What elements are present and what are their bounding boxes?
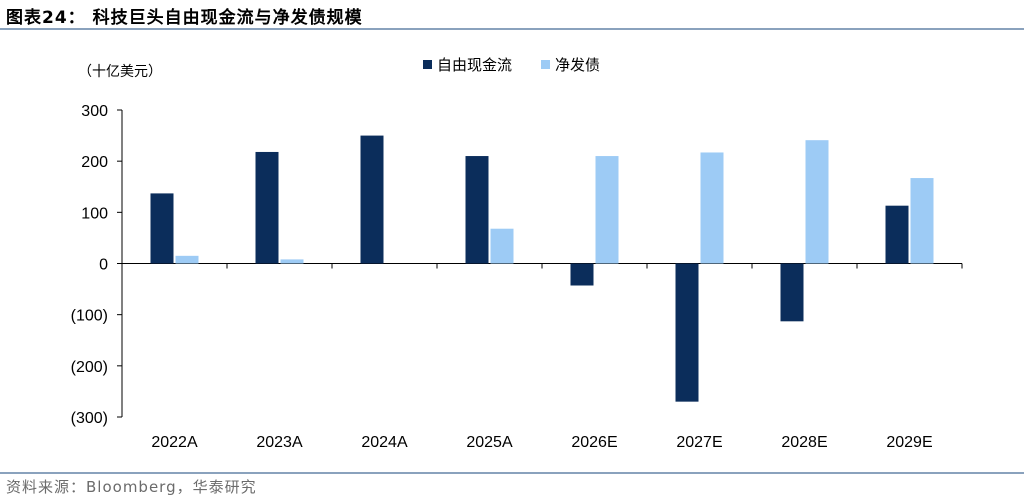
bar-fcf-2024A — [360, 135, 384, 264]
x-tick-label: 2024A — [361, 434, 408, 451]
legend-label-debt: 净发债 — [555, 57, 600, 74]
legend-label-fcf: 自由现金流 — [437, 57, 512, 74]
bar-debt-2022A — [175, 255, 199, 264]
y-tick-label: (100) — [71, 308, 108, 325]
y-tick-label: 300 — [81, 103, 108, 120]
x-tick-label: 2028E — [781, 434, 827, 451]
bar-debt-2025A — [490, 228, 514, 264]
title-bar: 图表24： 科技巨头自由现金流与净发债规模 — [0, 0, 1024, 30]
y-tick-label: 100 — [81, 205, 108, 222]
source-note: 资料来源：Bloomberg，华泰研究 — [6, 478, 257, 496]
bar-fcf-2022A — [150, 193, 174, 264]
bar-fcf-2026E — [570, 263, 594, 286]
legend-swatch-fcf — [423, 60, 432, 69]
chart-title: 图表24： 科技巨头自由现金流与净发债规模 — [6, 8, 363, 28]
bar-debt-2026E — [595, 156, 619, 264]
bar-fcf-2029E — [885, 205, 909, 264]
x-tick-label: 2027E — [676, 434, 722, 451]
bar-debt-2027E — [700, 152, 724, 264]
chart-area: （十亿美元） 自由现金流 净发债 300 200 100 0 (100) (200) (30… — [0, 30, 1024, 470]
footer-rule — [0, 472, 1024, 474]
x-tick-label: 2025A — [466, 434, 513, 451]
x-tick-label: 2022A — [151, 434, 198, 451]
bar-debt-2028E — [805, 140, 829, 264]
bar-fcf-2027E — [675, 263, 699, 402]
axes — [117, 109, 963, 418]
legend: 自由现金流 净发债 — [423, 57, 600, 74]
bars — [150, 135, 934, 402]
bar-debt-2023A — [280, 259, 304, 264]
x-tick-label: 2026E — [571, 434, 617, 451]
y-tick-label: 200 — [81, 154, 108, 171]
bar-fcf-2028E — [780, 263, 804, 322]
x-tick-label: 2023A — [256, 434, 303, 451]
y-tick-label: (200) — [71, 359, 108, 376]
bar-fcf-2025A — [465, 156, 489, 264]
bar-fcf-2023A — [255, 151, 279, 264]
y-tick-label: 0 — [99, 257, 108, 274]
bar-debt-2029E — [910, 178, 934, 264]
y-tick-label: (300) — [71, 410, 108, 427]
bar-chart: （十亿美元） 自由现金流 净发债 300 200 100 0 (100) (200) (30… — [71, 57, 963, 451]
tick-labels: 300 200 100 0 (100) (200) (300) 2022A 2023A 2024A… — [71, 103, 933, 451]
legend-swatch-debt — [541, 60, 550, 69]
x-tick-label: 2029E — [886, 434, 932, 451]
y-unit-label: （十亿美元） — [78, 63, 162, 79]
